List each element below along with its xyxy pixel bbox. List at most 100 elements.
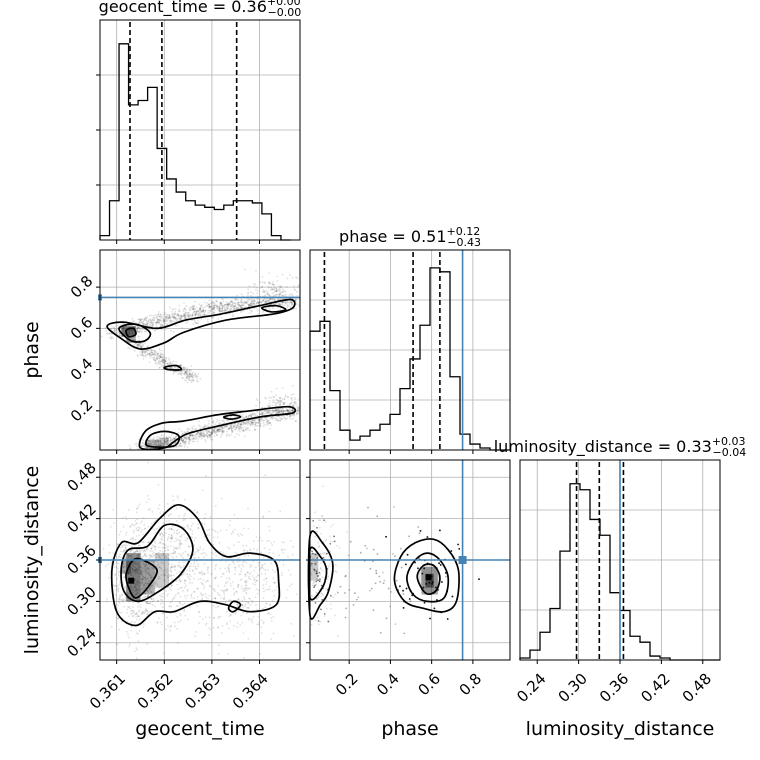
sample-point xyxy=(218,306,221,309)
sample-point xyxy=(201,594,204,597)
sample-point xyxy=(254,423,257,425)
sample-point xyxy=(222,298,224,301)
sample-point xyxy=(292,404,295,407)
sample-point xyxy=(235,611,238,614)
sample-point xyxy=(281,387,284,389)
sample-point xyxy=(269,422,272,425)
sample-point xyxy=(138,330,141,333)
sample-point xyxy=(286,277,289,280)
sample-point xyxy=(242,632,245,635)
sample-point xyxy=(262,584,265,587)
sample-point xyxy=(257,302,260,305)
sample-point xyxy=(127,615,130,618)
sample-point xyxy=(271,544,274,546)
sample-point xyxy=(213,536,216,539)
sample-point xyxy=(175,520,178,522)
sample-point xyxy=(151,550,153,553)
sample-point xyxy=(159,325,162,328)
sample-point xyxy=(194,373,196,375)
sample-point xyxy=(232,530,234,533)
sample-point xyxy=(144,595,147,598)
sample-point xyxy=(266,410,269,413)
sample-point xyxy=(256,574,259,576)
sample-point xyxy=(242,421,245,423)
sample-point xyxy=(161,437,164,440)
sample-point xyxy=(224,567,227,570)
sample-point xyxy=(153,440,155,443)
sample-point xyxy=(235,298,238,300)
sample-point xyxy=(238,556,241,559)
sample-point xyxy=(145,321,148,323)
sample-point xyxy=(199,546,202,548)
sample-point xyxy=(183,313,186,315)
sample-point xyxy=(269,427,271,430)
sample-point xyxy=(118,333,121,336)
sample-point xyxy=(179,445,182,447)
sample-point xyxy=(179,319,182,321)
sample-point xyxy=(141,529,144,531)
sample-point xyxy=(182,552,185,555)
sample-point xyxy=(174,552,176,554)
sample-point xyxy=(278,409,281,412)
sample-point xyxy=(267,588,269,591)
sample-point xyxy=(211,432,214,435)
sample-point xyxy=(160,440,162,442)
sample-point xyxy=(224,584,226,587)
sample-point xyxy=(156,321,159,324)
sample-point xyxy=(182,519,185,522)
sample-point xyxy=(199,435,202,437)
sample-point xyxy=(251,310,254,313)
sample-point xyxy=(154,330,156,332)
sample-point xyxy=(260,418,263,421)
sample-point xyxy=(278,294,280,297)
sample-point xyxy=(216,429,218,432)
sample-point xyxy=(292,417,294,420)
sample-point xyxy=(247,420,249,423)
sample-point xyxy=(212,308,215,311)
sample-point xyxy=(184,443,186,446)
sample-point xyxy=(215,304,218,307)
sample-point xyxy=(191,582,194,584)
sample-point xyxy=(242,565,245,568)
sample-point xyxy=(128,643,131,645)
sample-point xyxy=(159,444,162,447)
sample-point xyxy=(237,429,240,432)
sample-point xyxy=(150,321,153,323)
sample-point xyxy=(228,427,230,430)
sample-point xyxy=(184,595,186,597)
sample-point xyxy=(234,569,237,571)
sample-point xyxy=(235,298,238,301)
sample-point xyxy=(109,332,111,335)
sample-point xyxy=(286,306,289,309)
sample-point xyxy=(183,582,186,585)
sample-point xyxy=(236,306,239,309)
sample-point xyxy=(203,517,206,519)
sample-point xyxy=(256,422,259,424)
sample-point xyxy=(188,573,191,576)
sample-point xyxy=(235,307,238,310)
sample-point xyxy=(233,563,236,565)
sample-point xyxy=(194,434,197,437)
sample-point xyxy=(274,399,276,402)
sample-point xyxy=(273,401,276,404)
sample-point xyxy=(170,437,172,440)
sample-point xyxy=(132,529,135,532)
sample-point xyxy=(281,294,284,297)
sample-point xyxy=(123,605,125,608)
sample-point xyxy=(201,434,203,437)
sample-point xyxy=(182,308,185,311)
sample-point xyxy=(293,414,296,417)
sample-point xyxy=(106,598,108,600)
sample-point xyxy=(195,306,198,309)
sample-point xyxy=(287,555,289,558)
sample-point xyxy=(234,528,236,531)
sample-point xyxy=(193,311,195,314)
sample-point xyxy=(258,402,261,404)
sample-point xyxy=(198,556,200,559)
sample-point xyxy=(134,520,137,522)
sample-point xyxy=(261,281,264,283)
sample-point xyxy=(182,603,185,606)
sample-point xyxy=(264,569,267,571)
sample-point xyxy=(143,318,146,321)
sample-point xyxy=(223,418,225,421)
